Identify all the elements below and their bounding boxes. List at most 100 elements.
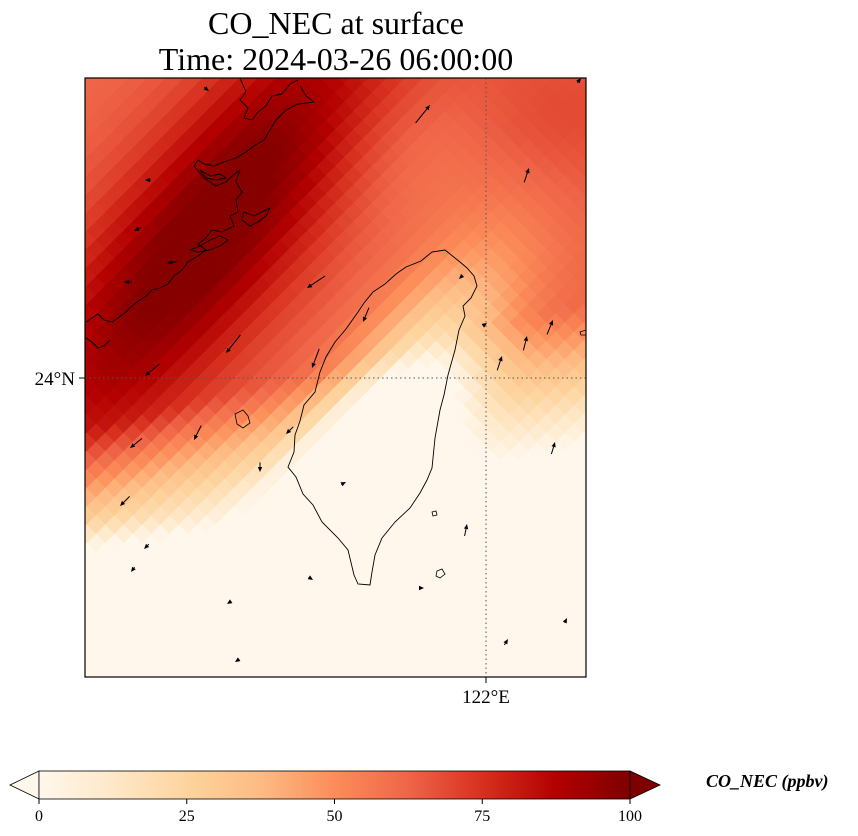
grid-cell	[85, 247, 88, 252]
grid-cell	[85, 155, 88, 160]
grid-cell	[283, 671, 295, 677]
grid-cell	[85, 136, 88, 142]
grid-cell	[528, 681, 546, 699]
grid-cell	[592, 84, 610, 102]
grid-cell	[582, 632, 586, 639]
grid-cell	[582, 282, 586, 290]
grid-cell	[501, 47, 519, 65]
grid-cell	[160, 681, 178, 699]
grid-cell	[353, 47, 371, 65]
grid-cell	[486, 671, 497, 677]
grid-cell	[473, 56, 491, 74]
grid-cell	[592, 672, 610, 690]
grid-cell	[381, 681, 399, 699]
grid-cell	[592, 231, 610, 249]
grid-cell	[179, 681, 197, 699]
grid-cell	[59, 286, 77, 304]
grid-cell	[582, 576, 586, 584]
grid-cell	[326, 681, 344, 699]
grid-cell	[326, 56, 344, 74]
grid-cell	[537, 691, 555, 709]
concentration-pixels	[59, 47, 620, 709]
wind-arrow-head	[525, 168, 530, 174]
grid-cell	[59, 341, 77, 359]
wind-arrow-shaft	[310, 275, 326, 286]
wind-arrow-shaft	[171, 261, 177, 263]
grid-cell	[582, 117, 586, 124]
grid-cell	[582, 356, 586, 363]
grid-cell	[582, 246, 586, 253]
wind-arrow-head	[226, 347, 231, 353]
wind-arrow-head	[124, 279, 129, 285]
grid-cell	[85, 430, 88, 436]
grid-cell	[445, 691, 463, 709]
grid-cell	[564, 662, 584, 677]
grid-cell	[99, 671, 111, 677]
grid-cell	[504, 671, 515, 677]
grid-cell	[602, 479, 620, 497]
grid-cell	[155, 671, 166, 677]
grid-cell	[85, 210, 88, 215]
grid-cell	[582, 650, 586, 658]
grid-cell	[574, 691, 592, 709]
island	[431, 510, 438, 517]
grid-cell	[602, 387, 620, 405]
grid-cell	[243, 47, 261, 65]
grid-cell	[298, 691, 316, 709]
grid-cell	[592, 525, 610, 543]
grid-cell	[123, 662, 143, 677]
grid-cell	[592, 378, 610, 396]
grid-cell	[582, 209, 586, 216]
grid-cell	[85, 81, 88, 87]
wind-arrow-head	[194, 434, 199, 440]
grid-cell	[173, 671, 184, 677]
grid-cell	[592, 415, 610, 433]
grid-cell	[592, 323, 610, 341]
grid-cell	[59, 415, 77, 433]
wind-arrow-head	[145, 177, 150, 183]
wind-arrow-head	[562, 618, 567, 624]
grid-cell	[206, 691, 224, 709]
grid-cell	[59, 488, 77, 506]
grid-cell	[251, 662, 272, 677]
grid-cell	[68, 56, 86, 74]
grid-cell	[59, 249, 77, 267]
wind-arrow-shaft	[522, 340, 527, 351]
wind-arrow-head	[145, 371, 151, 376]
grid-cell	[602, 461, 620, 479]
grid-cell	[85, 118, 88, 123]
grid-cell	[234, 56, 252, 74]
grid-cell	[59, 544, 77, 562]
grid-cell	[409, 691, 427, 709]
grid-cell	[582, 98, 586, 106]
wind-arrow-head	[425, 105, 430, 111]
grid-cell	[509, 662, 529, 677]
grid-cell	[436, 681, 454, 699]
grid-cell	[188, 47, 206, 65]
grid-cell	[582, 337, 586, 345]
grid-cell	[602, 516, 620, 534]
grid-cell	[216, 681, 234, 699]
wind-arrow-head	[130, 443, 136, 448]
grid-cell	[602, 406, 620, 424]
grid-cell	[430, 671, 442, 677]
grid-cell	[583, 56, 601, 74]
grid-cell	[343, 662, 364, 677]
grid-cell	[436, 56, 454, 74]
grid-cell	[427, 691, 445, 709]
colorbar-ticks: 0 25 50 75 100	[35, 799, 642, 825]
grid-cell	[592, 599, 610, 617]
wind-arrow-head	[311, 362, 316, 368]
grid-cell	[592, 470, 610, 488]
grid-cell	[234, 681, 252, 699]
wind-arrow-head	[307, 575, 313, 580]
grid-cell	[363, 681, 381, 699]
grid-cell	[527, 662, 547, 677]
grid-cell	[602, 130, 620, 148]
colorbar-tick-label: 25	[179, 808, 195, 825]
grid-cell	[602, 608, 620, 626]
grid-cell	[490, 662, 511, 677]
grid-cell	[418, 681, 436, 699]
grid-cell	[85, 596, 88, 601]
grid-cell	[59, 66, 77, 84]
